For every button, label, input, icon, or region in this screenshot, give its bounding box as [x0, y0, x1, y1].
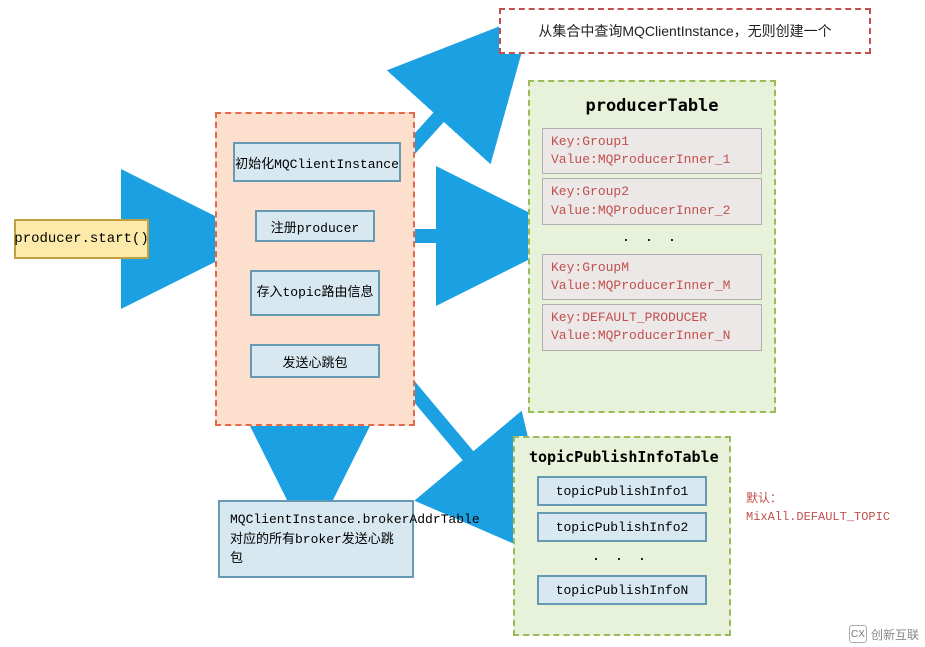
topic-publish-title: topicPublishInfoTable [529, 448, 715, 466]
main-container: 初始化MQClientInstance 注册producer 存入topic路由… [215, 112, 415, 426]
step-init: 初始化MQClientInstance [233, 142, 401, 182]
producer-table: producerTable Key:Group1 Value:MQProduce… [528, 80, 776, 413]
top-note: 从集合中查询MQClientInstance，无则创建一个 [499, 8, 871, 54]
heartbeat-note-label: MQClientInstance.brokerAddrTable对应的所有bro… [230, 512, 480, 566]
topic-item: topicPublishInfoN [537, 575, 707, 605]
arrows-layer [0, 0, 925, 647]
watermark: CX 创新互联 [849, 625, 919, 643]
step-heartbeat-label: 发送心跳包 [282, 352, 347, 371]
step-init-label: 初始化MQClientInstance [235, 153, 399, 172]
step-topic: 存入topic路由信息 [250, 270, 380, 316]
table-row: Key:DEFAULT_PRODUCER Value:MQProducerInn… [542, 304, 762, 350]
step-register: 注册producer [255, 210, 375, 242]
ellipsis: · · · [529, 548, 715, 569]
topic-item: topicPublishInfo2 [537, 512, 707, 542]
table-row: Key:Group1 Value:MQProducerInner_1 [542, 128, 762, 174]
default-note-l2: MixAll.DEFAULT_TOPIC [746, 508, 890, 526]
table-row: Key:GroupM Value:MQProducerInner_M [542, 254, 762, 300]
topic-publish-table: topicPublishInfoTable topicPublishInfo1 … [513, 436, 731, 636]
top-note-label: 从集合中查询MQClientInstance，无则创建一个 [538, 21, 831, 41]
watermark-icon: CX [849, 625, 867, 643]
table-row: Key:Group2 Value:MQProducerInner_2 [542, 178, 762, 224]
topic-item: topicPublishInfo1 [537, 476, 707, 506]
start-box: producer.start() [14, 219, 149, 259]
step-heartbeat: 发送心跳包 [250, 344, 380, 378]
producer-table-title: producerTable [542, 96, 762, 116]
default-note-l1: 默认： [746, 490, 890, 508]
heartbeat-note: MQClientInstance.brokerAddrTable对应的所有bro… [218, 500, 414, 578]
step-register-label: 注册producer [271, 217, 359, 236]
ellipsis: · · · [542, 229, 762, 250]
start-box-label: producer.start() [14, 231, 148, 247]
default-note: 默认： MixAll.DEFAULT_TOPIC [746, 490, 890, 526]
step-topic-label: 存入topic路由信息 [256, 285, 373, 302]
